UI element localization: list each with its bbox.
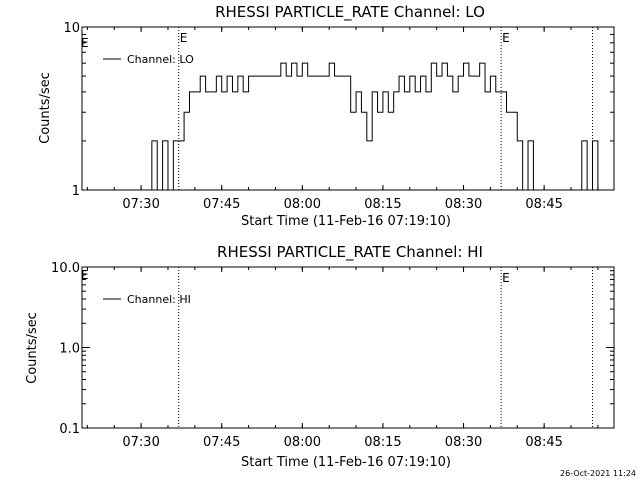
event-marker-label: E — [502, 271, 510, 285]
legend-label-lo: Channel: LO — [127, 53, 194, 66]
x-tick-label: 08:45 — [525, 435, 562, 450]
event-marker-label: E — [502, 31, 510, 45]
chart-title-lo: RHESSI PARTICLE_RATE Channel: LO — [215, 3, 485, 22]
series-lo — [82, 62, 614, 191]
x-tick-label: 08:00 — [284, 435, 321, 450]
y-axis-label-lo: Counts/sec — [38, 72, 53, 144]
legend-label-hi: Channel: HI — [127, 293, 191, 306]
series-line — [82, 62, 614, 191]
y-tick-label: 1.0 — [59, 342, 80, 357]
y-ticks-hi: 10.0 1.0 0.1 — [51, 261, 614, 437]
y-tick-label: 10.0 — [51, 261, 80, 276]
y-tick-label: 10 — [63, 21, 80, 36]
x-tick-label: 07:45 — [203, 197, 240, 212]
x-tick-label: 08:30 — [445, 435, 482, 450]
y-tick-label: 0.1 — [59, 422, 80, 437]
x-tick-label: 07:30 — [122, 197, 159, 212]
x-tick-label: 08:15 — [364, 197, 401, 212]
x-tick-label: 08:45 — [525, 197, 562, 212]
panel-hi: RHESSI PARTICLE_RATE Channel: HI Counts/… — [25, 243, 615, 470]
panel-lo: RHESSI PARTICLE_RATE Channel: LO Counts/… — [38, 3, 615, 229]
x-ticks-hi: 07:30 07:45 08:00 08:15 08:30 08:45 — [86, 267, 599, 450]
x-tick-label: 08:30 — [445, 197, 482, 212]
y-axis-label-hi: Counts/sec — [25, 312, 40, 384]
event-marker-label: E — [180, 31, 188, 45]
x-tick-label: 07:45 — [203, 435, 240, 450]
plot-frame-lo — [81, 26, 615, 191]
x-tick-label: 08:15 — [364, 435, 401, 450]
y-tick-label: 1 — [72, 184, 80, 199]
x-tick-label: 08:00 — [284, 197, 321, 212]
event-markers-hi: E — [178, 267, 594, 428]
y-ticks-lo: 1 10 — [63, 21, 614, 199]
footer-timestamp: 26-Oct-2021 11:24 — [560, 469, 636, 478]
x-ticks-lo: 07:30 07:45 08:00 08:15 08:30 08:45 — [86, 27, 599, 212]
x-axis-label-lo: Start Time (11-Feb-16 07:19:10) — [241, 214, 451, 229]
x-tick-label: 07:30 — [122, 435, 159, 450]
x-axis-label-hi: Start Time (11-Feb-16 07:19:10) — [241, 455, 451, 470]
chart-title-hi: RHESSI PARTICLE_RATE Channel: HI — [217, 243, 483, 262]
